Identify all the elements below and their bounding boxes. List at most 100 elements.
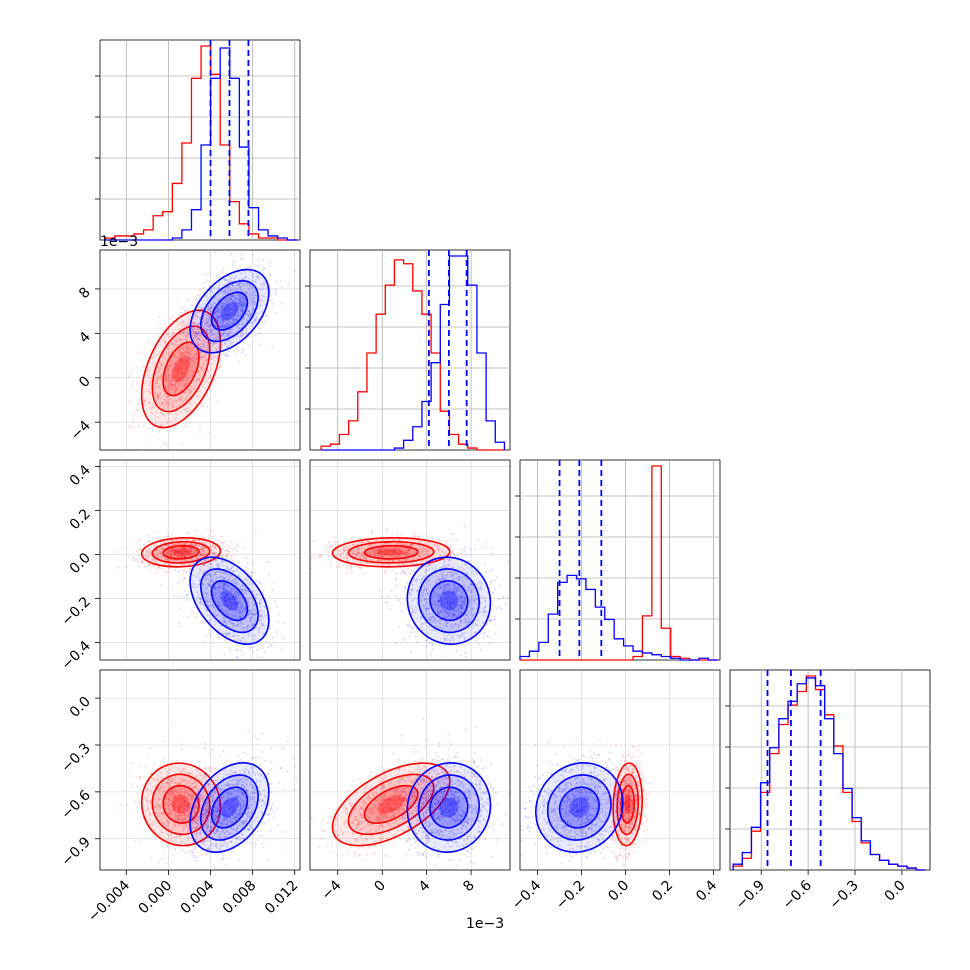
sample-point (423, 548, 426, 551)
sample-point (425, 552, 429, 555)
sample-point (248, 604, 251, 608)
sample-point (384, 548, 387, 552)
sample-point (205, 321, 208, 324)
sample-point (442, 577, 445, 580)
sample-point (242, 316, 246, 319)
sample-point (372, 551, 375, 554)
sample-point (367, 540, 370, 543)
sample-point (207, 317, 210, 320)
sample-point (173, 338, 176, 341)
sample-point (438, 548, 441, 551)
sample-point (417, 547, 421, 551)
sample-point (211, 645, 214, 648)
sample-point (408, 544, 411, 547)
sample-point (427, 549, 431, 552)
sample-point (263, 282, 266, 285)
sample-point (237, 282, 240, 286)
sample-point (235, 580, 238, 584)
sample-point (383, 546, 386, 550)
sample-point (217, 538, 220, 542)
sample-point (178, 351, 181, 354)
sample-point (221, 555, 224, 558)
sample-point (188, 391, 191, 394)
sample-point (198, 539, 201, 542)
sample-point (491, 592, 494, 595)
sample-point (231, 263, 234, 266)
sample-point (401, 547, 404, 550)
sample-point (174, 388, 177, 391)
sample-point (229, 294, 232, 297)
sample-point (217, 309, 220, 312)
sample-point (416, 535, 419, 538)
sample-point (217, 570, 220, 573)
sample-point (217, 299, 220, 302)
sample-point (176, 379, 179, 382)
sample-point (172, 547, 175, 550)
sample-point (228, 281, 231, 284)
sample-point (356, 560, 359, 563)
sample-point (197, 345, 200, 348)
sample-point (202, 345, 205, 348)
sample-point (153, 386, 156, 389)
sample-point (205, 295, 208, 298)
sample-point (202, 563, 205, 566)
sample-point (218, 591, 221, 594)
sample-point (164, 379, 167, 383)
sample-point (169, 554, 172, 557)
sample-point (165, 539, 168, 543)
sample-point (229, 342, 232, 345)
sample-point (145, 550, 148, 554)
sample-point (387, 559, 390, 562)
sample-point (227, 300, 230, 303)
sample-point (208, 325, 211, 328)
sample-point (345, 546, 348, 549)
sample-point (250, 616, 253, 619)
sample-point (212, 319, 215, 322)
sample-point (438, 579, 442, 582)
sample-point (444, 625, 448, 628)
sample-point (433, 599, 436, 603)
sample-point (184, 547, 187, 551)
sample-point (425, 639, 428, 643)
sample-point (224, 589, 227, 592)
sample-point (222, 604, 225, 607)
sample-point (202, 545, 205, 549)
sample-point (352, 543, 355, 546)
sample-point (383, 571, 386, 574)
sample-point (192, 322, 196, 325)
sample-point (194, 380, 197, 384)
sample-point (169, 550, 172, 553)
sample-point (246, 310, 249, 313)
sample-point (369, 553, 372, 556)
sample-point (133, 409, 136, 412)
sample-point (190, 554, 193, 557)
sample-point (248, 610, 251, 613)
sample-point (174, 552, 177, 555)
sample-point (463, 575, 466, 578)
sample-point (448, 562, 451, 565)
sample-point (221, 318, 224, 321)
sample-point (229, 317, 232, 320)
sample-point (179, 333, 182, 336)
sample-point (233, 603, 236, 607)
sample-point (220, 535, 223, 538)
sample-point (179, 546, 182, 549)
sample-point (207, 314, 210, 317)
sample-point (141, 426, 144, 429)
sample-point (471, 613, 474, 616)
sample-point (222, 311, 226, 314)
sample-point (223, 654, 226, 657)
sample-point (222, 589, 225, 592)
sample-point (182, 548, 185, 551)
sample-point (238, 296, 241, 300)
sample-point (228, 632, 231, 635)
sample-point (231, 589, 234, 592)
sample-point (386, 542, 389, 545)
sample-point (213, 552, 216, 555)
sample-point (162, 407, 166, 410)
sample-point (388, 547, 391, 551)
sample-point (139, 417, 143, 420)
sample-point (181, 361, 184, 364)
sample-point (166, 368, 169, 371)
sample-point (223, 616, 226, 619)
